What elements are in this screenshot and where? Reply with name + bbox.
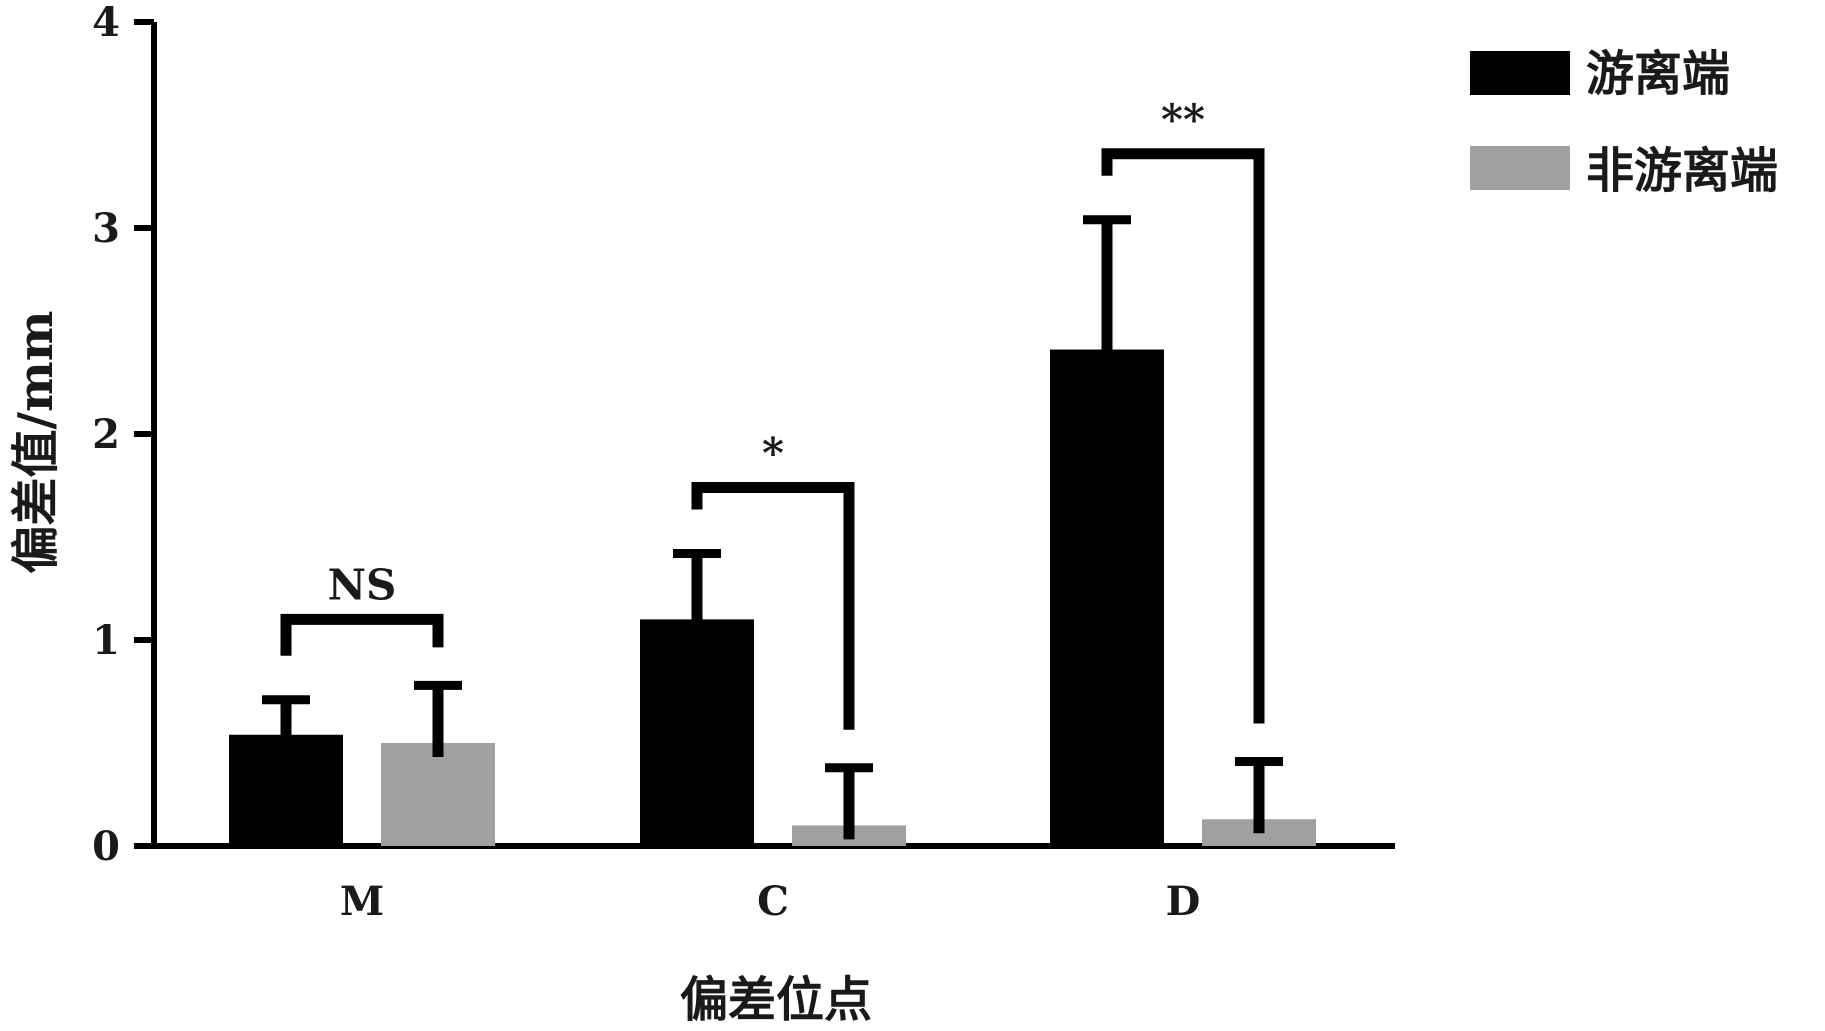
y-tick-label: 4: [92, 0, 120, 46]
legend: 游离端 非游离端: [1470, 46, 1778, 199]
x-category-label: M: [340, 878, 384, 925]
x-category-label: C: [757, 878, 789, 925]
x-category-label: D: [1166, 878, 1201, 925]
y-axis-title: 偏差值/mm: [8, 310, 64, 573]
significance-bracket: [1101, 148, 1265, 724]
significance-brackets: NS***: [280, 95, 1265, 730]
legend-swatch-0: [1470, 51, 1570, 95]
significance-label: NS: [328, 560, 397, 609]
legend-label-1: 非游离端: [1586, 143, 1778, 199]
y-tick-label: 3: [92, 205, 120, 252]
x-axis-title: 偏差位点: [680, 972, 872, 1028]
y-tick-label: 1: [92, 617, 120, 664]
legend-swatch-1: [1470, 146, 1570, 190]
bars: [229, 349, 1316, 846]
bar: [1050, 349, 1164, 846]
legend-label-0: 游离端: [1586, 46, 1730, 102]
bar: [640, 619, 754, 846]
significance-label: **: [1161, 95, 1205, 144]
y-tick-label: 0: [92, 823, 120, 870]
significance-label: *: [762, 428, 784, 477]
bar: [381, 743, 495, 846]
y-ticks: 0 1 2 3 4: [92, 0, 154, 870]
significance-bracket: [691, 481, 855, 730]
error-bars: [262, 215, 1283, 840]
bar: [229, 734, 343, 846]
y-tick-label: 2: [92, 411, 120, 458]
significance-bracket: [280, 613, 444, 656]
